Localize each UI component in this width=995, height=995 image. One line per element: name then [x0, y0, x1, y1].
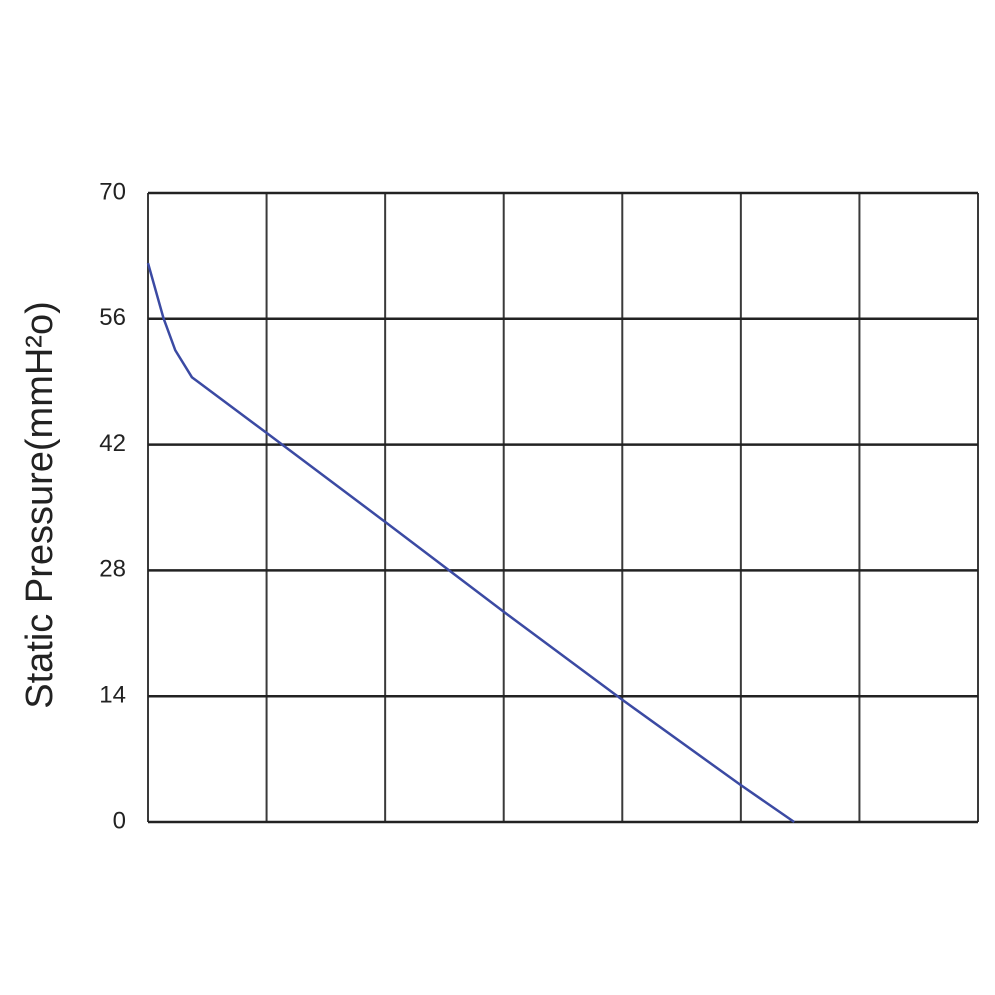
- y-axis-label: Static Pressure(mmH²o): [19, 301, 61, 709]
- y-tick-label: 70: [99, 178, 126, 205]
- y-tick-label: 14: [99, 682, 126, 709]
- y-tick-label: 56: [99, 304, 126, 331]
- y-tick-label: 42: [99, 430, 126, 457]
- line-series: [146, 262, 795, 824]
- y-tick-label: 28: [99, 556, 126, 583]
- y-tick-label: 0: [113, 807, 126, 834]
